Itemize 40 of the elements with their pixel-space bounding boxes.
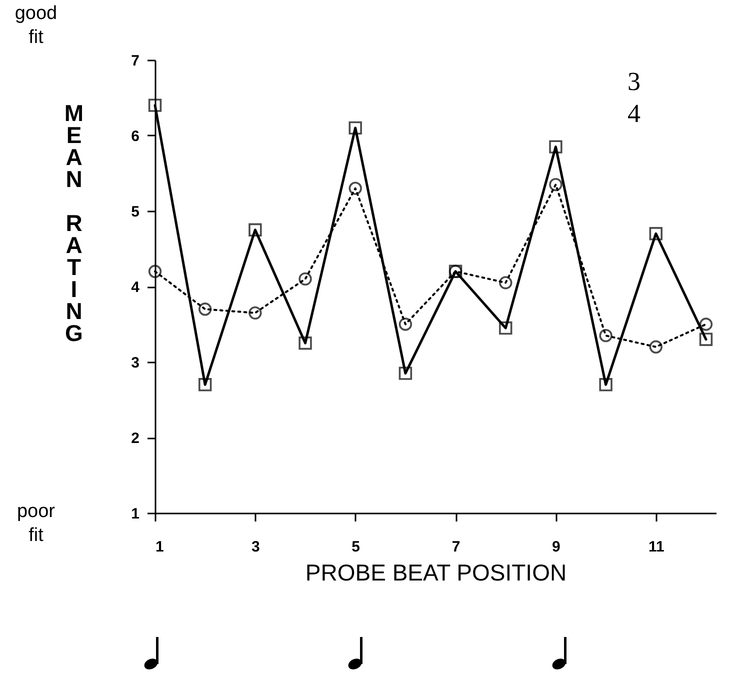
point <box>398 366 412 380</box>
x-tick-label: 7 <box>452 538 460 556</box>
point <box>148 264 162 278</box>
x-tick-label: 3 <box>252 538 260 556</box>
point <box>699 318 713 331</box>
y-tick-label: 6 <box>131 128 140 145</box>
point <box>398 318 412 331</box>
y-tick-label: 5 <box>131 204 140 220</box>
y-tick-label: 3 <box>131 354 140 372</box>
point <box>499 276 512 290</box>
x-axis-title: PROBE BEAT POSITION <box>305 560 567 586</box>
point <box>649 340 662 354</box>
x-tick-label: 11 <box>648 538 664 556</box>
x-tick-label: 9 <box>552 538 560 556</box>
point <box>699 332 713 346</box>
annotation: 3 4 <box>626 66 642 130</box>
point <box>549 178 562 192</box>
y-tick-label: 7 <box>131 52 140 70</box>
point <box>198 378 212 392</box>
y-axis-title: MEAN RATING <box>61 100 87 342</box>
point <box>599 328 612 342</box>
y-tick-label: 2 <box>131 430 140 447</box>
text: poor fit <box>16 500 56 548</box>
text: good fit <box>14 2 58 50</box>
point <box>599 378 612 392</box>
y-tick-label: 4 <box>131 279 140 296</box>
point <box>298 336 312 350</box>
point <box>499 321 512 335</box>
point <box>248 223 262 236</box>
x-tick-label: 5 <box>352 538 360 556</box>
point <box>348 182 362 195</box>
point <box>298 272 312 286</box>
point <box>148 98 162 112</box>
point <box>198 302 212 316</box>
x-tick-label: 1 <box>156 538 164 556</box>
point <box>248 306 262 320</box>
y-tick-label: 1 <box>131 506 140 522</box>
point <box>348 121 362 135</box>
point <box>549 140 562 154</box>
point <box>649 227 662 240</box>
